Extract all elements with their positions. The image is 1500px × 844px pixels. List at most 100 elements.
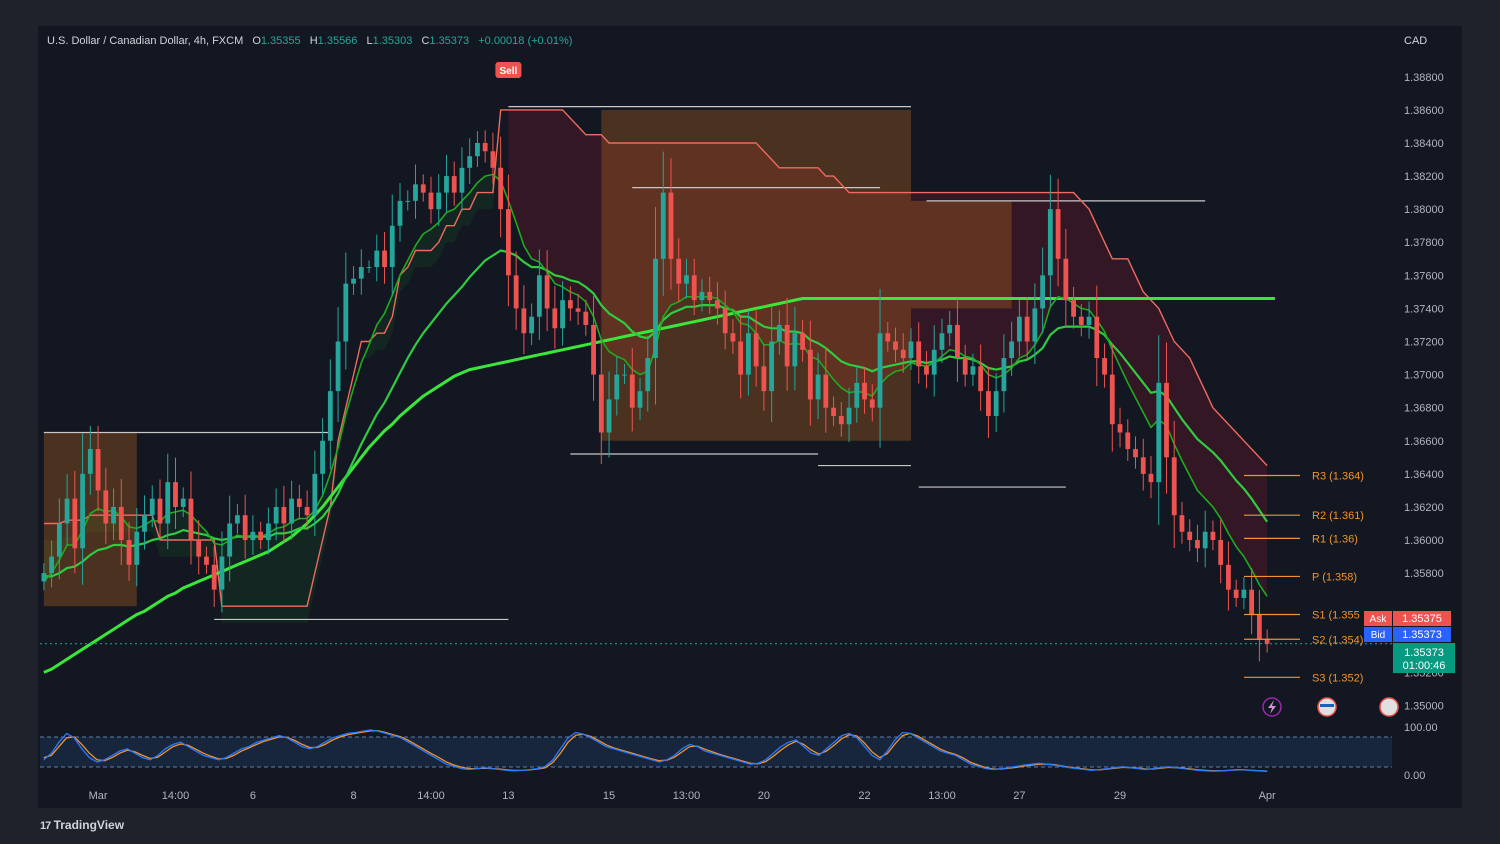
candle — [1024, 297, 1030, 359]
sell-marker-box — [495, 62, 522, 78]
candle — [142, 495, 147, 550]
price-tick-label: 1.36600 — [1404, 436, 1444, 448]
candle — [575, 293, 581, 325]
candle-body — [87, 449, 93, 474]
candle-body — [157, 498, 163, 524]
candle-body — [459, 167, 465, 193]
candle — [622, 364, 627, 385]
candle-body — [645, 358, 651, 392]
chart-frame — [38, 26, 1462, 808]
candle-body — [993, 391, 999, 416]
pivot-label: P (1.358) — [1312, 571, 1357, 583]
candle-body — [1102, 358, 1107, 375]
candle — [916, 322, 922, 384]
countdown: 01:00:46 — [1403, 660, 1446, 672]
event-icons — [1262, 697, 1399, 717]
candle-body — [854, 382, 860, 408]
candle-body — [622, 374, 627, 376]
candle-body — [1226, 564, 1231, 590]
candle — [397, 183, 403, 242]
candle — [653, 207, 658, 405]
candle — [993, 373, 999, 433]
time-tick-label: 27 — [1013, 790, 1025, 802]
candle — [598, 339, 604, 465]
candle — [955, 298, 960, 382]
candle — [761, 344, 767, 411]
candle — [335, 307, 341, 423]
candle — [637, 377, 643, 420]
candle-body — [885, 333, 891, 342]
pivot-label: S1 (1.355 — [1312, 609, 1360, 621]
candle — [111, 488, 116, 541]
candle — [382, 231, 387, 284]
candle-body — [358, 267, 364, 279]
candle — [854, 366, 860, 423]
candle-body — [1148, 473, 1154, 483]
candle-body — [1117, 424, 1123, 433]
candle-body — [204, 556, 209, 565]
candle — [64, 474, 70, 546]
candle — [428, 176, 434, 224]
ask-price: 1.35375 — [1402, 613, 1442, 625]
tv-mark-icon: 17 — [40, 820, 51, 832]
candle — [885, 321, 891, 352]
candle-body — [242, 515, 248, 541]
candle-body — [893, 341, 898, 350]
high-label: H — [309, 35, 318, 47]
candle-body — [978, 366, 984, 392]
low-value: 1.35303 — [372, 35, 413, 47]
candle-body — [691, 275, 697, 301]
candle-body — [1171, 457, 1177, 516]
candle-body — [366, 267, 372, 269]
candle-body — [792, 333, 798, 367]
candle-body — [831, 407, 836, 416]
candle — [962, 344, 968, 387]
candle-body — [1040, 275, 1046, 309]
candle-body — [552, 308, 558, 329]
candle — [707, 276, 713, 314]
candle-body — [64, 498, 70, 524]
candle-body — [165, 482, 171, 524]
candle-body — [521, 308, 527, 334]
tradingview-logo[interactable]: 17 TradingView — [40, 818, 124, 832]
candle — [947, 311, 953, 346]
candle-body — [614, 374, 620, 400]
candle — [784, 297, 790, 391]
candle-body — [1164, 382, 1169, 458]
candle-body — [351, 278, 356, 284]
candle — [606, 371, 612, 458]
candle-body — [1233, 589, 1239, 598]
candle-body — [405, 200, 411, 202]
candle — [436, 174, 442, 226]
price-axis: CAD 1.38800 1.38600 1.38400 1.38200 1.38000 1.… — [1404, 35, 1444, 712]
candle — [219, 531, 225, 613]
candle-body — [335, 341, 341, 392]
symbol-title: U.S. Dollar / Canadian Dollar, 4h, FXCM — [47, 35, 244, 47]
last-price-box — [1393, 643, 1455, 673]
candle — [490, 132, 496, 185]
candle-body — [1001, 358, 1007, 392]
candle — [924, 351, 929, 389]
lightning-glyph — [1268, 700, 1276, 714]
candle-body — [544, 275, 550, 309]
candle — [691, 258, 697, 316]
candle-body — [374, 250, 380, 268]
pivot-label: R1 (1.36) — [1312, 533, 1358, 545]
ca-flag-event-icon — [1379, 697, 1399, 717]
candle — [931, 325, 937, 397]
range-band-1 — [910, 200, 1012, 309]
price-tick-label: 1.38600 — [1404, 105, 1444, 117]
candle-body — [1140, 457, 1146, 474]
candle — [684, 258, 689, 299]
candle — [134, 507, 140, 587]
ask-tag-box — [1364, 611, 1392, 626]
candle — [420, 174, 426, 202]
price-tick-label: 1.37600 — [1404, 270, 1444, 282]
candle-body — [180, 498, 186, 507]
change-value: +0.00018 (+0.01%) — [478, 35, 573, 47]
price-tick-label: 1.35000 — [1404, 700, 1444, 712]
candle — [327, 359, 333, 470]
candle — [1218, 519, 1224, 584]
